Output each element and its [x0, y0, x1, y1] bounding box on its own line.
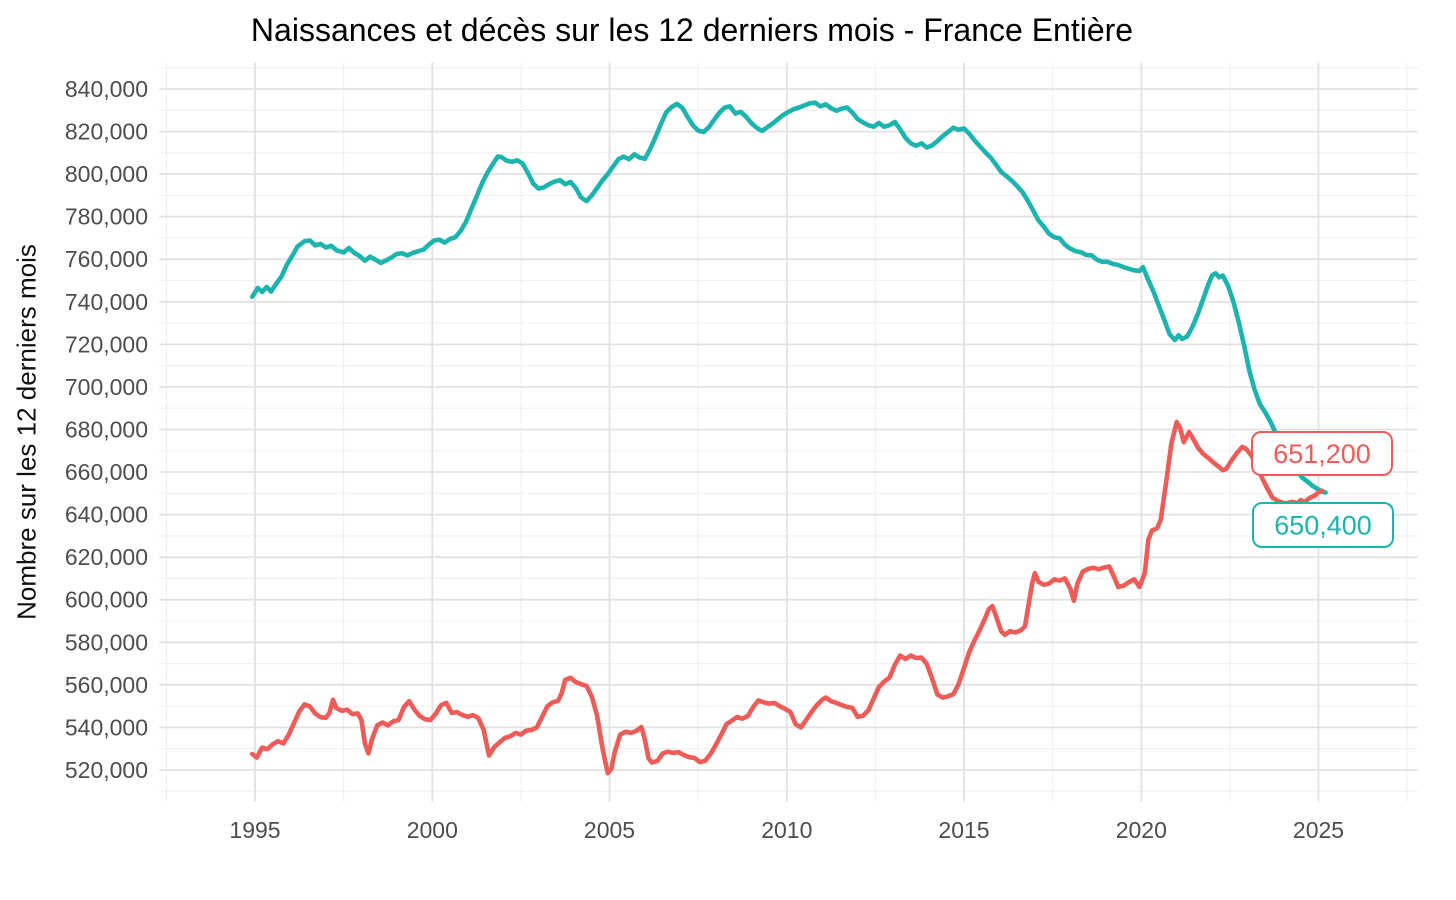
y-axis-title: Nombre sur les 12 derniers mois: [11, 244, 42, 620]
x-tick-label: 2025: [1293, 817, 1344, 843]
y-tick-label: 700,000: [65, 374, 148, 400]
x-tick-label: 2010: [761, 817, 812, 843]
births-line: [249, 100, 1328, 495]
y-tick-label: 720,000: [65, 331, 148, 357]
y-tick-label: 600,000: [65, 587, 148, 613]
y-tick-label: 560,000: [65, 672, 148, 698]
x-tick-label: 1995: [229, 817, 280, 843]
y-tick-label: 840,000: [65, 76, 148, 102]
x-tick-labels: 1995 2000 2005 2010 2015 2020 2025: [229, 817, 1344, 843]
y-tick-label: 640,000: [65, 502, 148, 528]
grid-major: [159, 62, 1418, 802]
y-tick-label: 820,000: [65, 119, 148, 145]
births-end-label: 650,400: [1252, 502, 1394, 548]
deaths-line: [249, 419, 1325, 776]
x-tick-label: 2020: [1116, 817, 1167, 843]
svg-text:651,200: 651,200: [1273, 439, 1371, 469]
x-tick-label: 2015: [938, 817, 989, 843]
x-tick-label: 2005: [584, 817, 635, 843]
y-tick-label: 780,000: [65, 204, 148, 230]
y-tick-label: 660,000: [65, 459, 148, 485]
y-tick-labels: 520,000 540,000 560,000 580,000 600,000 620,0…: [65, 76, 148, 783]
chart-title: Naissances et décès sur les 12 derniers …: [250, 12, 1134, 48]
y-tick-label: 520,000: [65, 757, 148, 783]
y-tick-label: 800,000: [65, 161, 148, 187]
y-tick-label: 740,000: [65, 289, 148, 315]
y-tick-label: 620,000: [65, 544, 148, 570]
deaths-end-label: 651,200: [1251, 431, 1393, 476]
y-tick-label: 540,000: [65, 714, 148, 740]
svg-text:650,400: 650,400: [1274, 511, 1372, 541]
y-tick-label: 760,000: [65, 246, 148, 272]
x-tick-label: 2000: [407, 817, 458, 843]
y-tick-label: 680,000: [65, 417, 148, 443]
y-tick-label: 580,000: [65, 629, 148, 655]
